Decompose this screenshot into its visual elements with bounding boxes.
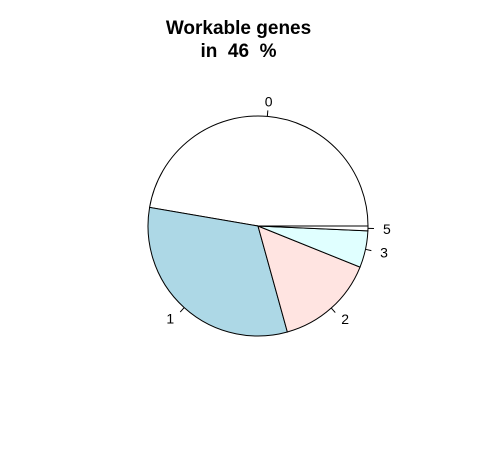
pie-label-1: 1 xyxy=(166,311,174,327)
pie-label-3: 3 xyxy=(380,245,388,261)
pie-slices xyxy=(147,115,369,337)
chart-title-line-1: Workable genes xyxy=(165,18,312,39)
chart-title-line-2: in 46 % xyxy=(200,41,277,62)
pie-tick-0 xyxy=(266,110,269,117)
pie-tick-2 xyxy=(330,307,336,313)
pie-label-5: 5 xyxy=(383,221,391,237)
pie-label-0: 0 xyxy=(265,93,273,109)
pie-tick-1 xyxy=(179,307,185,313)
pie-labels: 0 1 2 3 5 xyxy=(166,93,391,327)
pie-slice-0 xyxy=(149,115,369,227)
pie-label-2: 2 xyxy=(341,311,349,327)
pie-tick-3 xyxy=(365,248,372,252)
pie-slice-1 xyxy=(147,206,288,337)
